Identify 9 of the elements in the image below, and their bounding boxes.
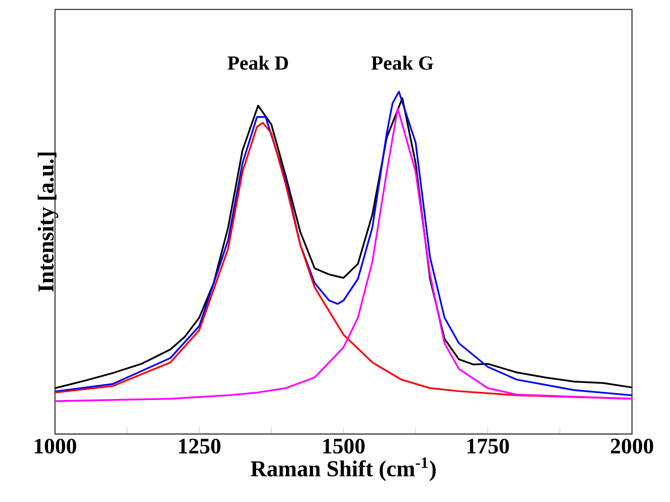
x-tick-label: 1000: [34, 438, 76, 454]
x-axis-title: Raman Shift (cm$^{-1}$): [250, 457, 436, 482]
text: Peak G: [371, 56, 434, 70]
text: Peak D: [228, 56, 288, 70]
x-tick-label: 2000: [610, 438, 654, 454]
x-tick-label: 1250: [179, 438, 220, 454]
y-axis-title: Intensity [a.u.]: [38, 152, 58, 292]
x-tick-label: 1500: [323, 438, 365, 454]
x-tick-label: 1750: [468, 438, 509, 454]
